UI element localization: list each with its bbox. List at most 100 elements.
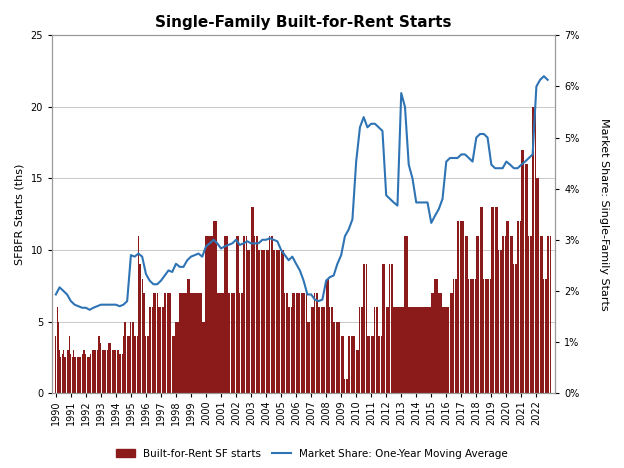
- Bar: [207, 236, 208, 393]
- Bar: [163, 307, 164, 393]
- Bar: [192, 293, 193, 393]
- Bar: [532, 107, 533, 393]
- Bar: [419, 307, 421, 393]
- Bar: [243, 236, 244, 393]
- Bar: [353, 336, 354, 393]
- Bar: [175, 322, 177, 393]
- Bar: [93, 350, 94, 393]
- Bar: [526, 164, 527, 393]
- Bar: [218, 293, 219, 393]
- Bar: [125, 322, 127, 393]
- Bar: [428, 307, 429, 393]
- Bar: [268, 250, 269, 393]
- Bar: [412, 307, 413, 393]
- Bar: [248, 250, 249, 393]
- Bar: [109, 343, 110, 393]
- Bar: [298, 293, 299, 393]
- Bar: [361, 307, 362, 393]
- Bar: [213, 221, 214, 393]
- Bar: [336, 322, 337, 393]
- Bar: [142, 278, 143, 393]
- Bar: [366, 264, 367, 393]
- Bar: [303, 293, 304, 393]
- Bar: [138, 236, 139, 393]
- Bar: [383, 264, 384, 393]
- Bar: [240, 293, 241, 393]
- Bar: [326, 278, 327, 393]
- Bar: [433, 293, 434, 393]
- Bar: [389, 264, 391, 393]
- Bar: [144, 293, 145, 393]
- Bar: [449, 293, 451, 393]
- Bar: [377, 307, 378, 393]
- Bar: [208, 236, 209, 393]
- Bar: [235, 236, 236, 393]
- Bar: [263, 250, 264, 393]
- Bar: [199, 293, 200, 393]
- Bar: [423, 307, 424, 393]
- Bar: [241, 293, 243, 393]
- Bar: [397, 307, 398, 393]
- Bar: [354, 336, 356, 393]
- Bar: [119, 354, 120, 393]
- Bar: [120, 354, 122, 393]
- Bar: [541, 236, 542, 393]
- Bar: [230, 293, 232, 393]
- Bar: [334, 322, 336, 393]
- Bar: [84, 350, 85, 393]
- Bar: [424, 307, 426, 393]
- Bar: [418, 307, 419, 393]
- Bar: [308, 322, 309, 393]
- Bar: [344, 379, 346, 393]
- Bar: [222, 293, 223, 393]
- Bar: [459, 221, 461, 393]
- Bar: [59, 350, 60, 393]
- Bar: [333, 322, 334, 393]
- Bar: [357, 350, 358, 393]
- Bar: [115, 350, 117, 393]
- Bar: [402, 307, 403, 393]
- Bar: [153, 293, 154, 393]
- Bar: [307, 322, 308, 393]
- Bar: [398, 307, 399, 393]
- Bar: [362, 307, 363, 393]
- Bar: [507, 221, 508, 393]
- Bar: [393, 307, 394, 393]
- Bar: [452, 293, 453, 393]
- Bar: [462, 221, 463, 393]
- Bar: [128, 336, 129, 393]
- Bar: [124, 322, 125, 393]
- Bar: [388, 307, 389, 393]
- Bar: [278, 250, 279, 393]
- Bar: [174, 336, 175, 393]
- Bar: [133, 322, 134, 393]
- Bar: [257, 236, 258, 393]
- Bar: [253, 207, 254, 393]
- Bar: [283, 250, 284, 393]
- Bar: [157, 293, 158, 393]
- Bar: [408, 307, 409, 393]
- Bar: [189, 278, 190, 393]
- Bar: [132, 322, 133, 393]
- Bar: [100, 343, 102, 393]
- Bar: [371, 336, 372, 393]
- Bar: [113, 350, 114, 393]
- Bar: [103, 350, 104, 393]
- Bar: [416, 307, 417, 393]
- Bar: [148, 336, 149, 393]
- Bar: [342, 336, 343, 393]
- Bar: [178, 322, 179, 393]
- Bar: [170, 293, 172, 393]
- Bar: [346, 379, 347, 393]
- Bar: [466, 236, 467, 393]
- Bar: [224, 236, 225, 393]
- Bar: [373, 336, 374, 393]
- Bar: [496, 207, 497, 393]
- Bar: [143, 293, 144, 393]
- Bar: [463, 221, 464, 393]
- Bar: [172, 336, 173, 393]
- Bar: [454, 278, 456, 393]
- Bar: [236, 236, 238, 393]
- Bar: [426, 307, 427, 393]
- Bar: [169, 293, 170, 393]
